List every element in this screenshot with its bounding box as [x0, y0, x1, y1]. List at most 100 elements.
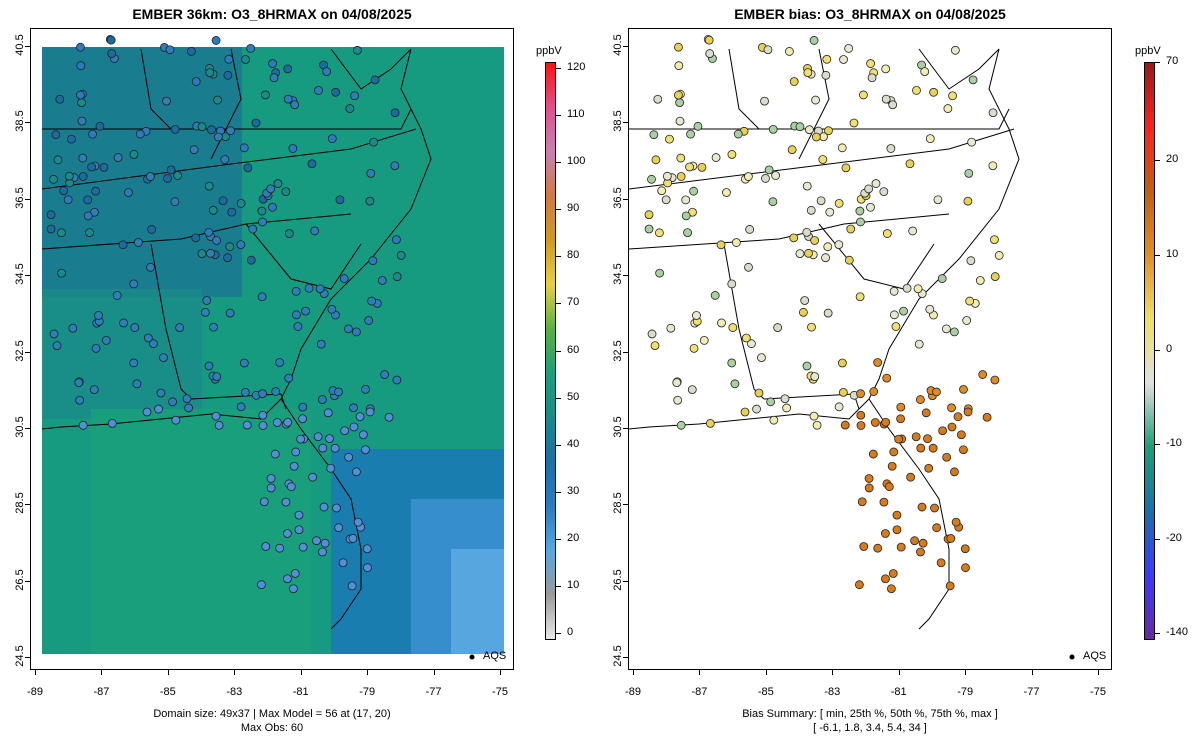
left-colorbar-tickmark [556, 115, 561, 117]
observation-marker [392, 272, 402, 281]
aqs-legend-dot [1069, 654, 1075, 660]
observation-marker [223, 70, 233, 80]
right-colorbar [1144, 62, 1155, 640]
observation-marker [764, 165, 774, 175]
observation-marker [665, 134, 674, 144]
observation-marker [763, 45, 773, 55]
observation-marker [942, 452, 952, 462]
x-tick-label: -83 [226, 686, 243, 698]
observation-marker [251, 118, 261, 128]
observation-marker [99, 162, 109, 172]
observation-marker [908, 226, 918, 236]
observation-marker [841, 163, 851, 173]
observation-marker [166, 165, 176, 175]
observation-marker [143, 333, 153, 343]
observation-marker [64, 171, 74, 181]
observation-marker [358, 430, 368, 440]
observation-marker [811, 95, 820, 105]
observation-marker [789, 233, 799, 243]
observation-marker [171, 415, 181, 425]
observation-marker [390, 108, 400, 118]
observation-marker [727, 358, 737, 368]
observation-marker [879, 187, 889, 197]
left-colorbar-tickmark [556, 538, 561, 540]
observation-marker [327, 304, 337, 314]
observation-marker [347, 581, 357, 591]
observation-marker [129, 150, 139, 159]
y-tick-label: 26.5 [612, 568, 624, 591]
observation-marker [291, 447, 301, 457]
observation-marker [945, 581, 955, 591]
observation-marker [290, 100, 300, 110]
observation-marker [941, 324, 951, 334]
observation-marker [390, 161, 400, 171]
observation-marker [889, 447, 899, 457]
observation-marker [915, 395, 925, 404]
observation-marker [959, 445, 968, 455]
state-boundaries [629, 48, 1020, 630]
observation-marker [156, 388, 166, 398]
x-tick-label: -75 [1090, 686, 1106, 698]
y-tick-mark [623, 657, 628, 658]
observation-marker [313, 432, 323, 442]
observation-marker [316, 339, 326, 349]
observation-marker [301, 306, 310, 316]
right-map-frame: AQS [628, 28, 1112, 670]
observation-marker [666, 323, 676, 333]
observation-marker [77, 116, 87, 126]
x-tick-mark [633, 670, 634, 675]
right-summary-line2: [ -6.1, 1.8, 3.4, 5.4, 34 ] [813, 722, 927, 734]
observation-marker [650, 341, 660, 351]
observation-marker [106, 35, 116, 45]
observation-marker [212, 372, 222, 382]
observation-marker [932, 387, 941, 397]
observation-marker [209, 322, 218, 332]
observation-marker [882, 373, 892, 383]
observation-marker [275, 358, 285, 367]
y-tick-label: 38.5 [612, 110, 624, 133]
observation-marker [184, 403, 194, 413]
observation-marker [982, 412, 992, 422]
observation-marker [204, 227, 214, 237]
observation-marker [856, 421, 866, 430]
observation-marker [258, 389, 267, 399]
observation-marker [87, 162, 96, 172]
observation-marker [869, 387, 879, 396]
observation-marker [806, 205, 816, 215]
observation-marker [355, 412, 365, 422]
observation-marker [644, 210, 654, 220]
observation-marker [78, 172, 88, 181]
observation-marker [271, 387, 281, 396]
observation-marker [57, 228, 66, 238]
observation-marker [644, 224, 654, 234]
observation-marker [78, 420, 88, 430]
observation-marker [296, 434, 306, 444]
observation-marker [859, 542, 869, 551]
observation-marker [966, 256, 976, 266]
observation-marker [225, 242, 235, 252]
observation-marker [298, 402, 308, 412]
observation-marker [132, 379, 142, 389]
observation-marker [112, 291, 122, 300]
observation-marker [257, 580, 266, 590]
observation-marker [207, 125, 216, 135]
observation-marker [49, 174, 58, 184]
observation-marker [344, 452, 354, 462]
x-tick-label: -89 [625, 686, 641, 698]
observation-marker [363, 563, 372, 573]
observation-marker [988, 108, 998, 118]
x-tick-mark [1031, 670, 1033, 675]
observation-marker [118, 240, 128, 250]
observation-marker [937, 274, 947, 283]
left-colorbar-tickmark [556, 585, 561, 587]
observation-marker [272, 418, 282, 427]
observation-marker [761, 174, 770, 183]
observation-marker [705, 49, 715, 58]
observation-marker [320, 538, 330, 548]
observation-marker [283, 64, 293, 74]
observation-marker [687, 385, 697, 395]
observation-marker [823, 242, 833, 252]
observation-marker [275, 543, 285, 553]
observation-marker [273, 179, 283, 188]
left-colorbar-tickmark [556, 633, 561, 634]
